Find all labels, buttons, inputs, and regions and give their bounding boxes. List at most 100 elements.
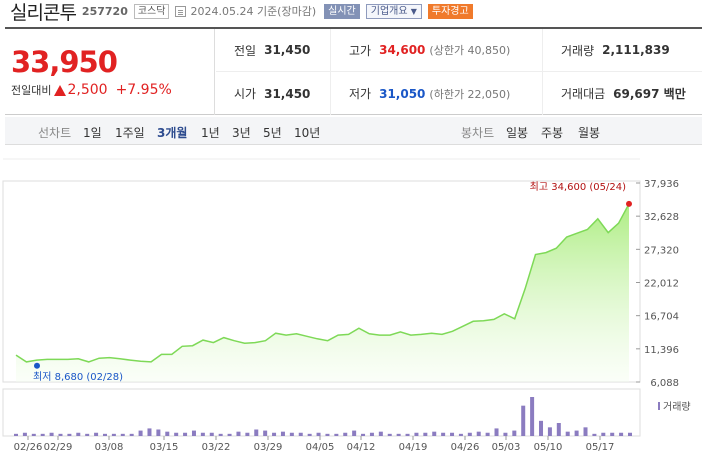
volume-bar <box>298 432 303 436</box>
volume-bar <box>512 430 517 436</box>
max-marker <box>626 200 632 207</box>
volume-bar <box>619 432 624 436</box>
tab-1week[interactable]: 1주일 <box>115 126 145 140</box>
x-tick-label: 04/12 <box>347 442 376 453</box>
volume-bar <box>254 429 259 436</box>
volume-frame <box>2 388 641 437</box>
x-tick-label: 04/19 <box>399 442 428 453</box>
y-tick-label: 22,012 <box>644 279 679 290</box>
volume-bar <box>111 433 116 436</box>
min-marker <box>34 362 40 369</box>
reference-date: 2024.05.24 기준(장마감) <box>190 5 317 18</box>
lower-limit: (하한가 22,050) <box>429 87 511 101</box>
volume-bar <box>361 433 366 436</box>
volume-bar <box>539 420 544 436</box>
x-tick-label: 02/29 <box>44 442 73 453</box>
volume-bar <box>530 397 535 436</box>
volume-bar <box>547 427 552 436</box>
volume-bar <box>343 432 348 436</box>
volume-bar <box>280 431 285 436</box>
volume-bar <box>218 433 223 436</box>
tab-1year[interactable]: 1년 <box>201 126 220 140</box>
volume-bar <box>58 433 63 436</box>
min-label: 최저 8,680 (02/28) <box>33 371 123 383</box>
volume-bar <box>352 430 357 436</box>
y-tick-label: 11,396 <box>644 345 679 356</box>
prev-close-value: 31,450 <box>264 43 311 57</box>
volume-bar <box>325 433 330 436</box>
line-chart-label: 선차트 <box>38 126 72 140</box>
tab-10year[interactable]: 10년 <box>294 126 321 140</box>
x-tick-label: 05/17 <box>586 442 615 453</box>
stock-name: 실리콘투 <box>10 1 77 24</box>
company-overview-button[interactable]: 기업개요 ▼ <box>365 3 422 19</box>
chevron-down-icon: ▼ <box>410 6 417 16</box>
tab-daily[interactable]: 일봉 <box>506 126 529 140</box>
volume-bar <box>14 433 18 436</box>
volume-bar <box>245 432 250 436</box>
price-area <box>16 203 629 382</box>
y-tick-label: 27,320 <box>644 245 679 256</box>
volume-bar <box>387 433 392 436</box>
high-cell: 고가 34,600 (상한가 40,850) <box>331 29 543 71</box>
change-percent: +7.95% <box>115 82 172 98</box>
tab-3year[interactable]: 3년 <box>232 126 251 140</box>
market-badge: 코스닥 <box>133 3 170 19</box>
volume-bar <box>414 432 419 436</box>
amount-value: 69,697 백만 <box>613 87 686 101</box>
x-tick-label: 03/08 <box>95 442 124 453</box>
volume-bar <box>138 430 143 436</box>
volume-bar <box>147 428 152 436</box>
volume-bar <box>129 433 134 436</box>
tab-1day[interactable]: 1일 <box>83 126 102 140</box>
volume-bar <box>209 432 214 436</box>
investment-warning-badge[interactable]: 투자경고 <box>427 3 473 19</box>
volume-bar <box>76 432 81 436</box>
price-panel: 33,950 전일대비 2,500 +7.95% 전일 31,450 고가 34… <box>5 27 702 115</box>
volume-bar <box>236 431 241 436</box>
low-value: 31,050 <box>379 86 426 101</box>
volume-bar <box>334 433 339 436</box>
high-value: 34,600 <box>379 43 426 57</box>
volume-bar <box>165 431 170 436</box>
volume-bar <box>369 432 374 436</box>
price-info-grid: 전일 31,450 고가 34,600 (상한가 40,850) 거래량 2,1… <box>216 29 702 115</box>
x-tick-label: 04/26 <box>451 442 480 453</box>
volume-bar <box>476 431 481 436</box>
prev-close-cell: 전일 31,450 <box>216 29 331 71</box>
x-tick-label: 05/03 <box>492 442 521 453</box>
tab-5year[interactable]: 5년 <box>263 126 282 140</box>
volume-bar <box>556 423 561 436</box>
open-label: 시가 <box>234 87 257 101</box>
volume-bar <box>423 432 428 436</box>
calendar-icon <box>175 5 187 17</box>
change-row: 전일대비 2,500 +7.95% <box>11 82 172 98</box>
amount-label: 거래대금 <box>561 87 606 101</box>
volume-bar <box>450 432 455 436</box>
realtime-button[interactable]: 실시간 <box>324 3 360 19</box>
change-label: 전일대비 <box>11 84 52 97</box>
max-label: 최고 34,600 (05/24) <box>530 181 626 193</box>
volume-bar <box>272 432 277 436</box>
volume-bar <box>583 427 588 436</box>
volume-bar <box>120 433 125 436</box>
volume-bar <box>503 432 508 436</box>
volume-bar <box>467 432 472 436</box>
x-tick-label: 04/05 <box>306 442 335 453</box>
y-tick-label: 32,628 <box>644 212 679 223</box>
volume-bar <box>601 432 606 436</box>
tab-3month[interactable]: 3개월 <box>157 126 188 140</box>
volume-bar <box>227 433 232 436</box>
high-label: 고가 <box>349 43 372 58</box>
volume-bar <box>565 431 570 436</box>
volume-bar <box>378 431 383 436</box>
volume-bar <box>191 430 196 436</box>
tab-monthly[interactable]: 월봉 <box>578 126 601 140</box>
volume-bar <box>200 432 205 436</box>
low-label: 저가 <box>349 87 372 101</box>
volume-bar <box>628 432 632 436</box>
volume-bar <box>521 405 526 436</box>
volume-legend-label: 거래량 <box>663 401 691 413</box>
tab-weekly[interactable]: 주봉 <box>541 126 564 140</box>
x-tick-label: 03/29 <box>254 442 283 453</box>
